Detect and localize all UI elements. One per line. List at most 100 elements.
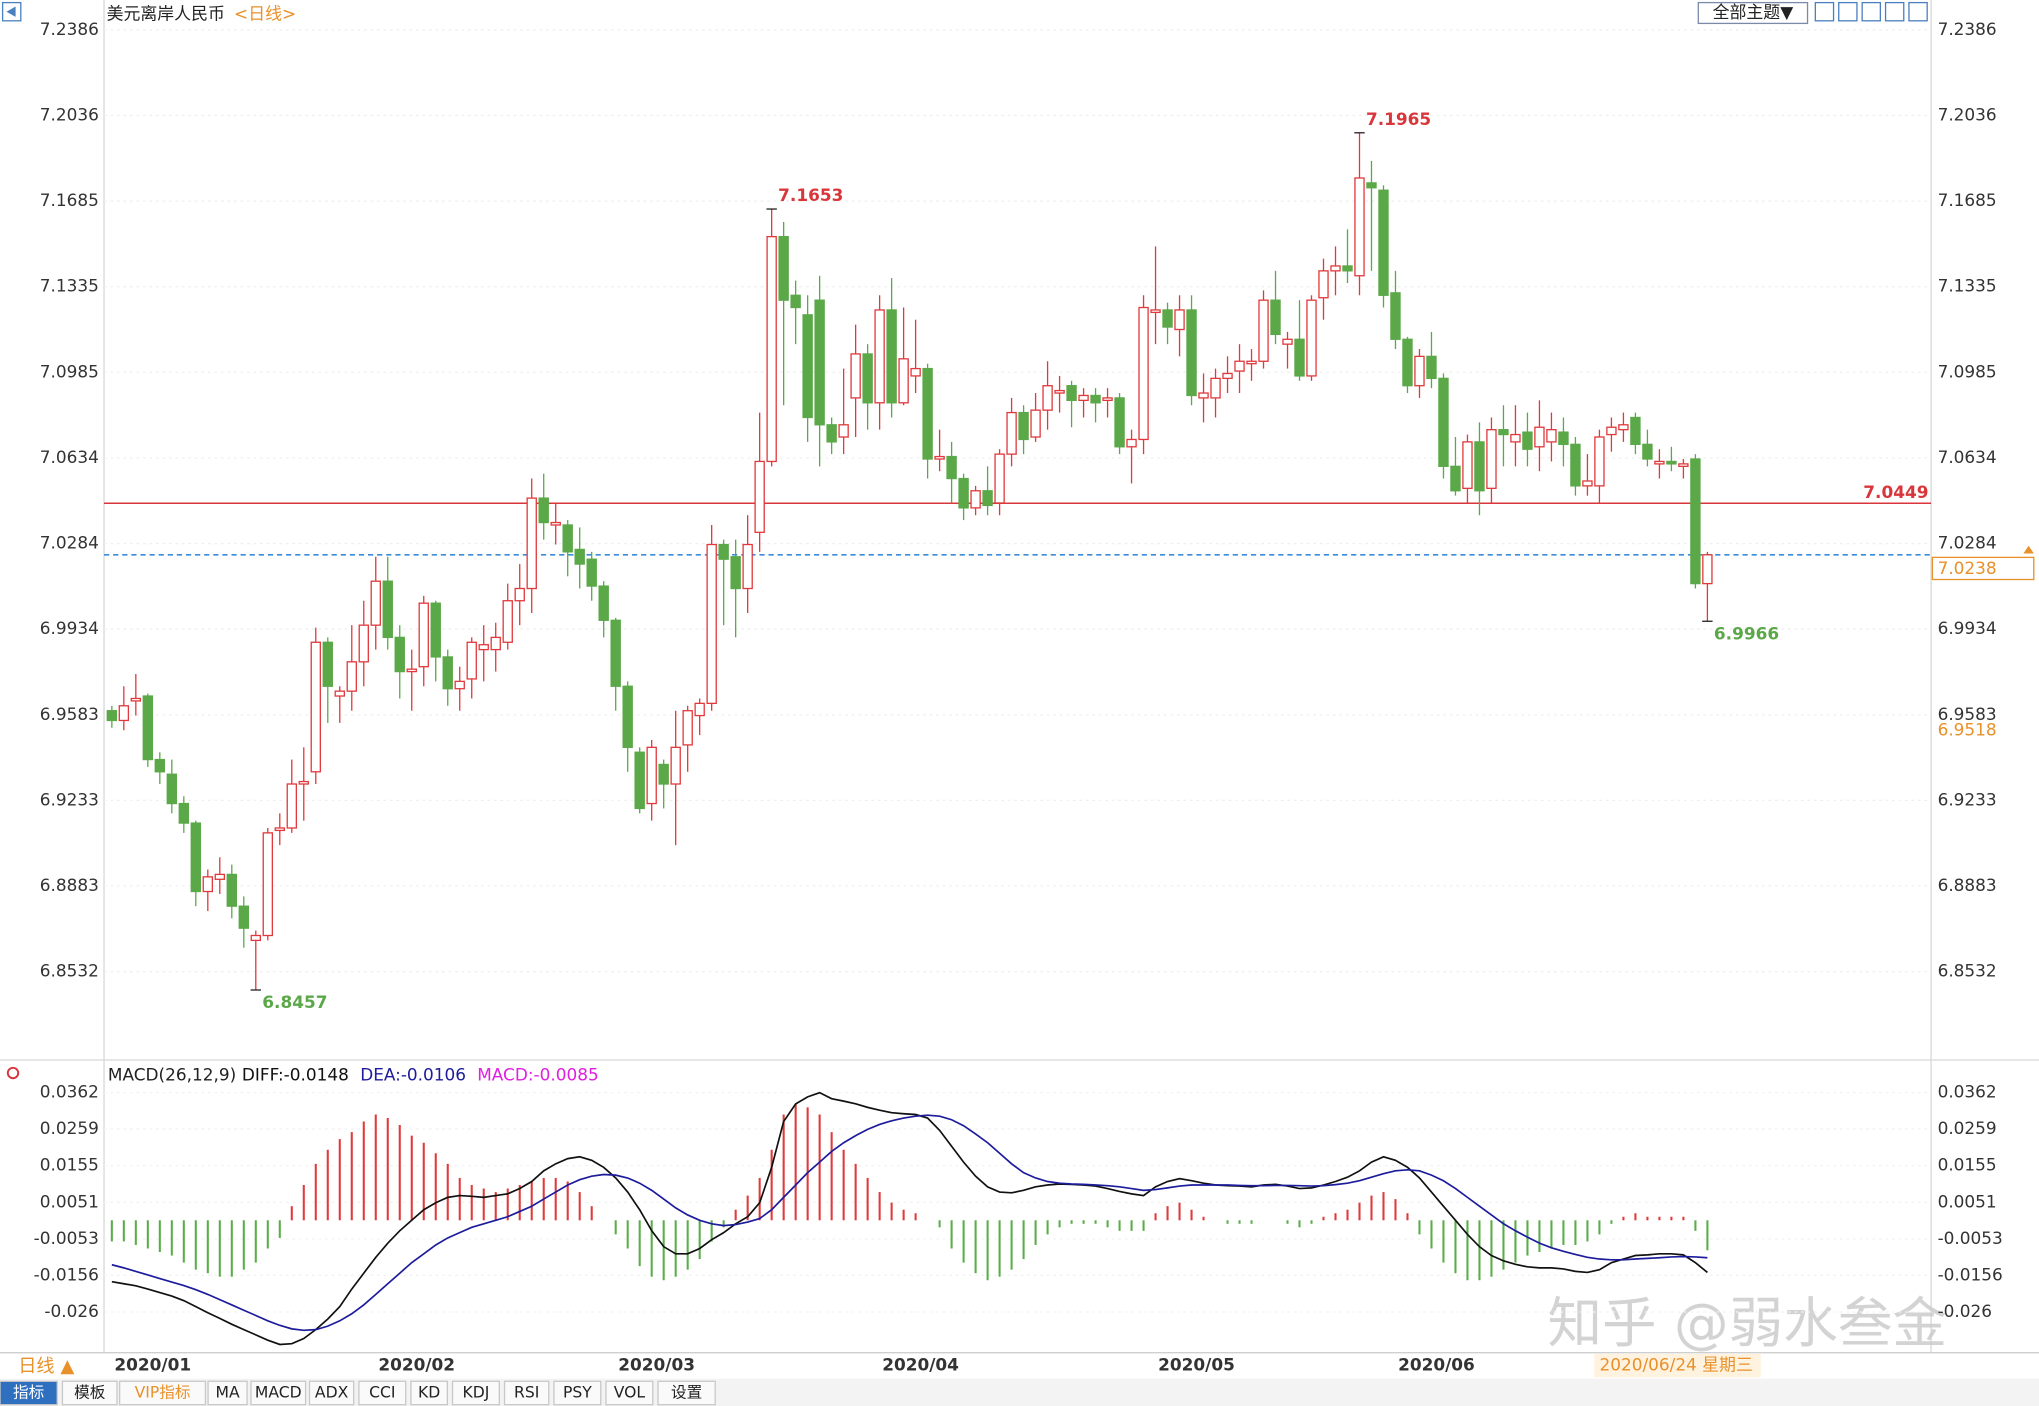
toolbar-tab[interactable] [250,1380,307,1406]
candle-body [742,543,753,590]
toolbar-tab-label: VOL [614,1383,646,1401]
candle-body [286,783,297,829]
candle-body [1006,411,1017,455]
period-button[interactable]: 日线 ▲ [18,1356,74,1377]
candle-body [1174,309,1185,331]
macd-y-tick-label: 0.0259 [40,1118,99,1138]
zoom-out-button[interactable] [1838,1,1858,22]
extreme-label: 6.8457 [262,992,327,1012]
candle-body [766,235,777,463]
candle-body [1450,465,1461,492]
candle-body [1150,309,1161,314]
candle-body [538,497,549,524]
candle-body [298,780,309,785]
toolbar-tab[interactable] [553,1380,602,1406]
zoom-in-button[interactable] [1814,1,1835,22]
toolbar-tab[interactable] [0,1380,58,1406]
toolbar-tab[interactable] [605,1380,654,1406]
candle-body [1042,385,1053,411]
candle-body [334,690,345,697]
candle-body [178,802,190,824]
cursor-label-bg [1594,1353,1761,1378]
candle-body [214,873,226,880]
toolbar-tab[interactable] [451,1380,500,1406]
candle-body [1066,385,1077,402]
toolbar-tab[interactable] [657,1380,716,1406]
fullscreen-button[interactable] [1884,1,1905,22]
candle-body [610,619,621,687]
x-tick-label: 2020/01 [114,1355,191,1375]
candle-body [394,636,405,673]
toolbar-tab[interactable] [207,1380,248,1406]
candle-body [1438,377,1449,467]
candle-body [1594,436,1605,487]
toolbar-tab[interactable] [61,1380,118,1406]
candle-body [1642,443,1653,460]
candle-body [1018,411,1029,441]
toolbar-tab-label: CCI [369,1383,395,1401]
candle-body [430,602,441,658]
y-tick-label-right: 6.9934 [1938,618,1997,638]
theme-button[interactable] [1697,1,1809,25]
candle-body [1702,554,1713,585]
candle-body [442,656,453,690]
candle-body [130,697,142,702]
candle-body [574,548,585,565]
toolbar-tab[interactable] [410,1380,448,1406]
candle-body [814,299,825,426]
candle-body [1366,182,1377,189]
candle-body [1654,460,1665,465]
macd-settings-icon[interactable] [6,1066,20,1080]
macd-y-tick-label-right: -0.0053 [1938,1228,2003,1248]
candle-body [1162,309,1173,328]
candle-body [382,580,393,639]
candle-body [1234,360,1245,372]
candle-body [850,353,861,399]
y-tick-label-right: 6.9583 [1938,704,1997,724]
candle-body [886,309,897,404]
toolbar-tab[interactable] [308,1380,355,1406]
candle-body [466,641,477,680]
y-tick-label: 7.0985 [40,361,99,381]
extreme-label: 6.9966 [1714,623,1779,643]
candle-body [1678,463,1689,467]
view-buttons [1814,1,1928,22]
candle-body [598,585,609,621]
macd-y-tick-label: -0.0156 [34,1264,99,1284]
candle-body [946,455,957,480]
current-price-box [1931,556,2035,581]
toolbar-tab[interactable] [118,1380,207,1406]
candle-body [1534,426,1545,448]
dea-legend: DEA:-0.0106 [360,1065,466,1085]
chart-title: 美元离岸人民币 [107,3,225,23]
toolbar-tab-label: MACD [255,1383,302,1401]
watermark: 知乎 @弱水叁金 [1547,1291,1947,1355]
candle-body [370,580,381,626]
toolbar-tab-label: RSI [514,1383,539,1401]
candle-body [310,641,321,773]
candle-body [1054,389,1065,394]
candle-body [874,309,885,404]
candle-body [778,235,789,301]
candle-body [358,624,369,663]
macd-y-tick-label-right: 0.0259 [1938,1118,1997,1138]
cursor-date-label: 2020/06/24 星期三 [1599,1355,1752,1375]
y-tick-label-right: 6.8532 [1938,961,1997,981]
candle-body [1222,372,1233,380]
toolbar-tab[interactable] [503,1380,550,1406]
end-button[interactable] [1908,1,1928,22]
candle-body [166,773,178,805]
x-tick-label: 2020/06 [1398,1355,1475,1375]
toolbar-tab-label: VIP指标 [135,1383,191,1401]
toolbar-tab-label: 模板 [74,1383,106,1401]
toolbar-tab[interactable] [358,1380,407,1406]
candle-body [1282,338,1293,345]
step-button[interactable] [1861,1,1882,22]
y-tick-label: 6.8883 [40,875,99,895]
candle-body [1618,424,1629,431]
candle-body [1330,265,1341,272]
corner-icon-glyph [6,6,16,17]
candle-body [154,758,166,773]
candle-body [910,367,921,377]
